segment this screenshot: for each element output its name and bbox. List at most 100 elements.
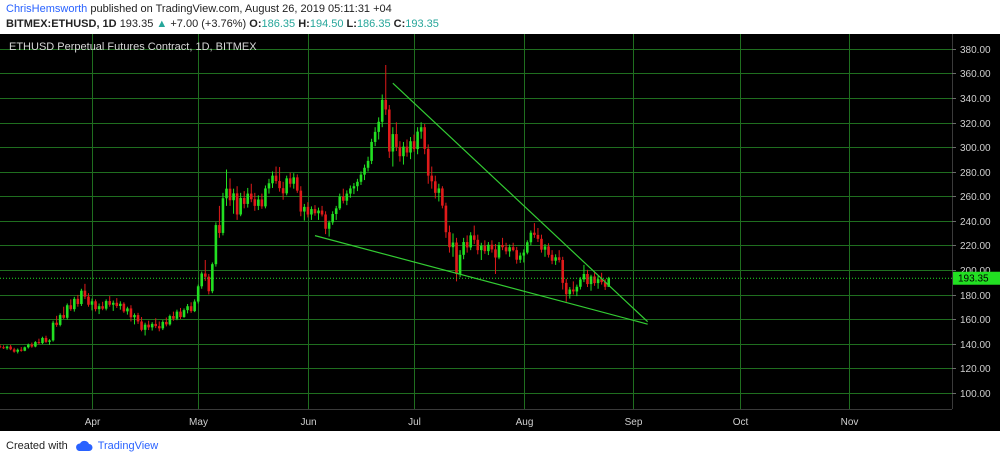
current-price-tag-label: 193.35: [958, 274, 989, 285]
candle-body: [384, 99, 388, 110]
last-price: 193.35: [119, 18, 154, 30]
candle-body: [504, 247, 508, 252]
time-axis-label: May: [189, 417, 208, 428]
candle-body: [455, 242, 458, 274]
candle-body: [352, 186, 356, 189]
candle-body: [2, 347, 5, 349]
candle-body: [299, 190, 303, 212]
candle-body: [533, 232, 536, 235]
symbol-label: BITMEX:ETHUSD, 1D: [6, 18, 117, 30]
candle-body: [214, 225, 218, 265]
candle-body: [172, 316, 175, 319]
candle-body: [345, 193, 349, 201]
up-arrow-icon: ▲: [156, 18, 168, 30]
candle-body: [271, 175, 274, 184]
candle-body: [218, 225, 221, 233]
candle-body: [522, 252, 526, 256]
trendlines: [314, 82, 649, 325]
candle-body: [37, 342, 41, 344]
candle-body: [561, 259, 565, 283]
candle-body: [334, 208, 338, 214]
candle-body: [441, 188, 444, 206]
price-axis[interactable]: 100.00 120.00 140.00 160.00 180.00 200.00 220.…: [952, 45, 991, 400]
current-price-tag-bg: [953, 271, 1000, 285]
candle-body: [501, 244, 504, 248]
time-axis[interactable]: Apr May Jun Jul Aug Sep Oct Nov: [85, 417, 859, 428]
candle-body: [87, 296, 90, 305]
candle-body: [572, 289, 575, 292]
chart-panel[interactable]: 100.00 120.00 140.00 160.00 180.00 200.00 220.…: [0, 34, 1000, 431]
candle-body: [363, 167, 366, 175]
candle-body: [264, 188, 267, 207]
candle-body: [65, 305, 69, 318]
low-value: 186.35: [356, 18, 391, 30]
candle-body: [203, 273, 207, 277]
candle-body: [193, 301, 196, 312]
time-axis-label: Oct: [733, 417, 749, 428]
candle-body: [582, 274, 586, 280]
candle-body: [186, 306, 189, 311]
candle-body: [129, 308, 133, 318]
price-chart[interactable]: 100.00 120.00 140.00 160.00 180.00 200.00 220.…: [0, 34, 1000, 431]
candle-body: [412, 141, 416, 150]
candlestick-series: [0, 64, 611, 354]
price-axis-label: 240.00: [960, 217, 991, 228]
candle-body: [306, 206, 310, 215]
candle-body: [526, 242, 529, 253]
candle-body: [161, 321, 165, 329]
trendline: [314, 235, 648, 325]
candle-body: [596, 279, 600, 284]
time-axis-label: Sep: [625, 417, 643, 428]
candle-body: [23, 347, 27, 351]
candle-body: [41, 337, 44, 344]
candle-body: [246, 193, 250, 204]
candle-body: [9, 346, 12, 350]
candle-body: [423, 127, 426, 149]
candle-body: [126, 308, 129, 312]
candle-body: [607, 278, 611, 287]
candle-body: [380, 99, 384, 122]
candle-body: [150, 323, 154, 328]
candle-body: [27, 344, 30, 348]
tradingview-brand[interactable]: TradingView: [97, 440, 159, 452]
candle-body: [480, 245, 483, 251]
candle-body: [416, 131, 419, 150]
candle-body: [225, 188, 228, 199]
price-axis-label: 180.00: [960, 291, 991, 302]
candle-body: [313, 209, 317, 214]
current-price-tag: 193.35: [953, 271, 1000, 285]
candle-body: [497, 244, 501, 258]
price-axis-label: 140.00: [960, 340, 991, 351]
price-axis-label: 260.00: [960, 192, 991, 203]
candle-body: [395, 134, 398, 147]
candle-body: [409, 141, 412, 153]
price-axis-label: 280.00: [960, 168, 991, 179]
price-axis-label: 340.00: [960, 94, 991, 105]
close-value: 193.35: [405, 18, 439, 30]
candle-body: [373, 131, 377, 142]
candle-body: [593, 276, 596, 284]
candle-body: [469, 235, 472, 248]
candle-body: [540, 238, 543, 250]
candle-body: [51, 322, 55, 341]
author-link[interactable]: ChrisHemsworth: [6, 3, 88, 15]
candle-body: [405, 146, 409, 153]
candle-body: [529, 232, 533, 243]
candle-body: [140, 321, 143, 330]
candle-body: [511, 247, 515, 251]
candle-body: [182, 310, 186, 318]
high-label: H:: [298, 18, 310, 30]
time-axis-label: Jul: [408, 417, 421, 428]
candle-body: [73, 298, 76, 310]
candle-body: [451, 242, 455, 248]
candle-body: [370, 141, 373, 161]
close-label: C:: [393, 18, 406, 30]
candle-body: [5, 346, 9, 349]
price-axis-label: 380.00: [960, 45, 991, 56]
candle-body: [285, 178, 288, 194]
candle-body: [16, 349, 19, 352]
symbol-quote-line: BITMEX:ETHUSD, 1D 193.35 ▲ +7.00 (+3.76%…: [6, 18, 439, 30]
candle-body: [0, 346, 2, 348]
candle-body: [487, 244, 490, 252]
candle-body: [564, 282, 568, 295]
